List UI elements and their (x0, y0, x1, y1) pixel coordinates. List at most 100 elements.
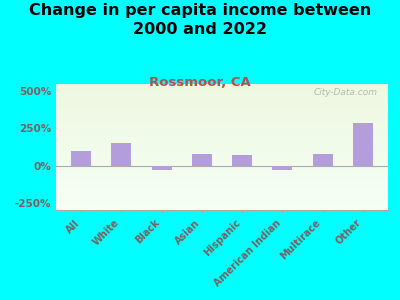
Bar (56, 202, 388, 204)
Bar (56, 110, 388, 112)
Bar (56, 173, 388, 175)
Bar (56, 122, 388, 123)
Bar (56, 112, 388, 113)
Bar (56, 152, 388, 153)
Bar (56, 86, 388, 88)
Bar (56, 117, 388, 118)
Bar (56, 165, 388, 166)
Bar (56, 99, 388, 100)
Bar (56, 145, 388, 146)
Bar (56, 108, 388, 109)
Bar (56, 147, 388, 148)
Bar (56, 177, 388, 178)
Bar (56, 109, 388, 110)
Bar (56, 113, 388, 114)
Bar (56, 172, 388, 173)
Bar (56, 119, 388, 121)
Bar (56, 189, 388, 190)
Bar (56, 170, 388, 171)
Bar (56, 127, 388, 128)
Bar (56, 192, 388, 194)
Text: City-Data.com: City-Data.com (314, 88, 378, 97)
Bar (56, 134, 388, 136)
Bar (56, 187, 388, 189)
Bar (56, 208, 388, 209)
Bar (56, 123, 388, 124)
Bar (56, 180, 388, 181)
Bar (56, 195, 388, 196)
Bar (56, 168, 388, 170)
Bar (56, 128, 388, 129)
Bar (56, 130, 388, 132)
Bar (56, 186, 388, 187)
Bar (353, 122, 373, 166)
Bar (56, 84, 388, 85)
Bar (56, 184, 388, 185)
Bar (56, 200, 388, 201)
Bar (56, 146, 388, 147)
Bar (56, 190, 388, 191)
Bar (56, 178, 388, 180)
Bar (56, 126, 388, 127)
Bar (111, 143, 132, 166)
Bar (272, 166, 292, 170)
Bar (56, 132, 388, 133)
Bar (56, 100, 388, 102)
Bar (56, 148, 388, 149)
Bar (56, 154, 388, 156)
Bar (56, 114, 388, 116)
Bar (232, 155, 252, 166)
Bar (56, 92, 388, 93)
Bar (56, 149, 388, 151)
Bar (56, 199, 388, 200)
Bar (56, 160, 388, 161)
Bar (56, 140, 388, 141)
Bar (56, 162, 388, 164)
Bar (56, 206, 388, 208)
Bar (56, 157, 388, 158)
Bar (56, 161, 388, 162)
Bar (56, 181, 388, 182)
Bar (56, 94, 388, 95)
Bar (56, 143, 388, 145)
Bar (56, 141, 388, 142)
Bar (56, 175, 388, 176)
Bar (56, 182, 388, 184)
Bar (56, 158, 388, 160)
Bar (56, 204, 388, 205)
Bar (56, 176, 388, 177)
Bar (56, 85, 388, 86)
Bar (71, 151, 91, 166)
Bar (56, 196, 388, 197)
Bar (56, 104, 388, 105)
Bar (152, 166, 172, 170)
Bar (312, 154, 333, 166)
Bar (192, 154, 212, 166)
Bar (56, 197, 388, 199)
Bar (56, 137, 388, 138)
Bar (56, 156, 388, 157)
Bar (56, 191, 388, 192)
Bar (56, 116, 388, 117)
Bar (56, 142, 388, 143)
Bar (56, 209, 388, 210)
Bar (56, 201, 388, 202)
Bar (56, 103, 388, 104)
Bar (56, 98, 388, 99)
Bar (56, 95, 388, 97)
Bar (56, 153, 388, 154)
Bar (56, 118, 388, 119)
Bar (56, 185, 388, 186)
Text: Change in per capita income between
2000 and 2022: Change in per capita income between 2000… (29, 3, 371, 37)
Bar (56, 164, 388, 165)
Text: Rossmoor, CA: Rossmoor, CA (149, 76, 251, 89)
Bar (56, 133, 388, 134)
Bar (56, 136, 388, 137)
Bar (56, 121, 388, 122)
Bar (56, 138, 388, 140)
Bar (56, 124, 388, 126)
Bar (56, 166, 388, 167)
Bar (56, 194, 388, 195)
Bar (56, 88, 388, 89)
Bar (56, 93, 388, 94)
